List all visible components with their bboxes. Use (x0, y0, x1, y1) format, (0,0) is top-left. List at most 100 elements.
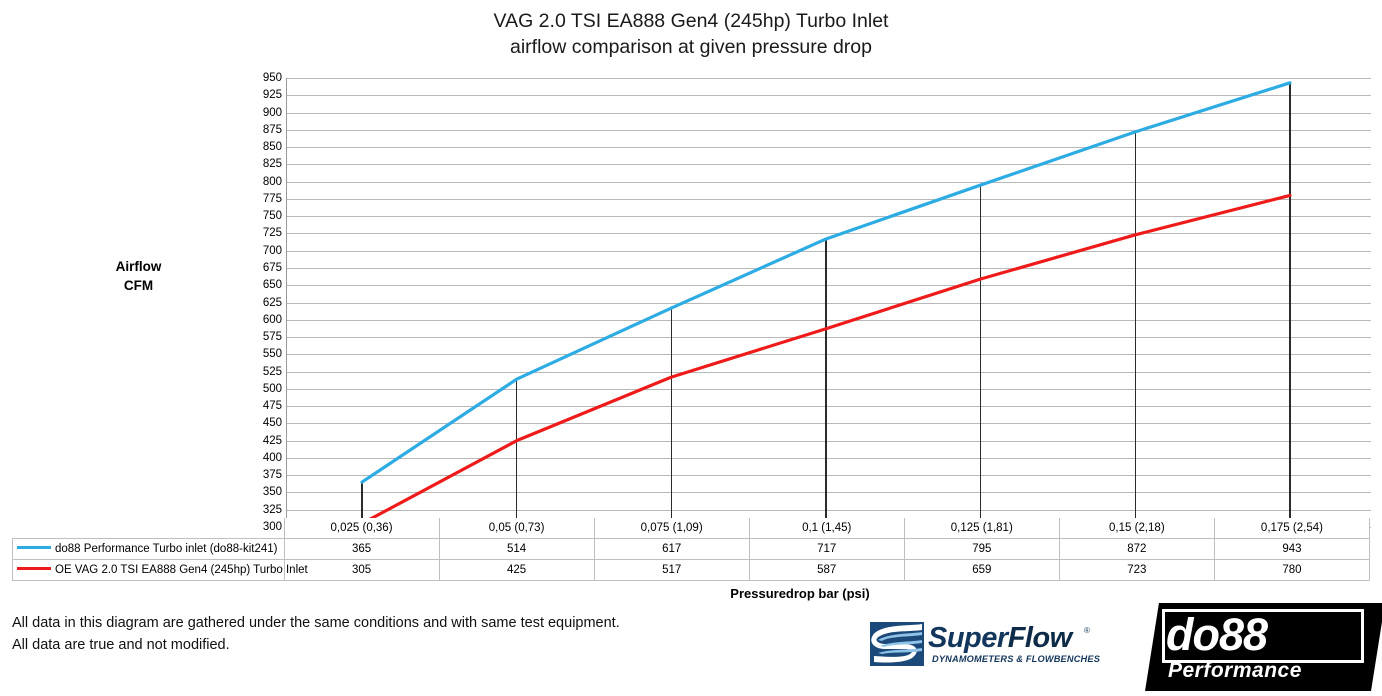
gridline (286, 95, 1371, 97)
y-axis-tick-label: 900 (262, 106, 282, 119)
series-lines (360, 81, 1292, 526)
y-axis-tick-label: 550 (262, 348, 282, 361)
gridline (286, 457, 1371, 459)
y-axis-tick-label: 650 (262, 279, 282, 292)
superflow-tagline: DYNAMOMETERS & FLOWBENCHES (932, 654, 1101, 664)
gridline (286, 285, 1371, 287)
disclaimer-note: All data in this diagram are gathered un… (12, 612, 872, 656)
category-tick-line (515, 379, 518, 527)
do88-tagline: Performance (1168, 659, 1302, 682)
y-axis-tick-label: 875 (262, 123, 282, 136)
y-axis-tick-label: 400 (262, 451, 282, 464)
y-axis-tick-label: 700 (262, 244, 282, 257)
category-tick-line (361, 482, 363, 527)
y-axis-tick-label: 925 (262, 89, 282, 102)
gridline (286, 423, 1371, 425)
disclaimer-line1: All data in this diagram are gathered un… (12, 615, 620, 631)
superflow-logo: SuperFlow ® DYNAMOMETERS & FLOWBENCHES (866, 618, 1106, 672)
table-cell: 723 (1058, 559, 1215, 581)
y-axis-tick-label: 800 (262, 175, 282, 188)
table-cell: 0,15 (2,18) (1058, 518, 1215, 539)
gridline (286, 302, 1371, 304)
table-cell: 659 (903, 559, 1060, 581)
chart-title-line1: VAG 2.0 TSI EA888 Gen4 (245hp) Turbo Inl… (493, 10, 889, 32)
y-axis-title-line1: Airflow (115, 259, 162, 274)
table-cell: 425 (438, 559, 595, 581)
gridline (286, 112, 1371, 114)
do88-logo: do88 Performance (1145, 603, 1382, 691)
category-tick-line (825, 238, 827, 527)
superflow-name-part2: Flow (1007, 622, 1073, 654)
table-cell: 0,025 (0,36) (283, 518, 440, 539)
table-cell: 514 (438, 538, 595, 560)
table-cell: 717 (748, 538, 905, 560)
gridline (286, 147, 1371, 149)
y-axis-tick-label: 500 (262, 382, 282, 395)
superflow-name-part1: Super (928, 622, 1008, 654)
table-cell: 365 (283, 538, 440, 560)
table-row-categories: 0,025 (0,36) 0,05 (0,73) 0,075 (1,09) 0,1 (… (12, 518, 1371, 539)
table-cell: 780 (1213, 559, 1371, 581)
gridline (286, 440, 1371, 442)
gridline (286, 475, 1371, 477)
y-axis-tick-labels: 950 925 900 875 850 825 800 775 750 725 700 675 650 6… (246, 72, 282, 533)
gridline (286, 509, 1371, 511)
table-cell: 517 (593, 559, 750, 581)
y-axis-line (286, 78, 287, 527)
superflow-wordmark: SuperFlow (928, 622, 1072, 655)
x-axis-title: Pressuredrop bar (psi) (730, 586, 870, 601)
gridline (286, 250, 1371, 252)
category-tick-line (979, 185, 982, 527)
y-axis-tick-label: 750 (262, 210, 282, 223)
table-row-label: OE VAG 2.0 TSI EA888 Gen4 (245hp) Turbo … (12, 559, 308, 581)
y-axis-title: Airflow CFM (86, 257, 191, 295)
gridline (286, 216, 1371, 218)
y-axis-tick-label: 725 (262, 227, 282, 240)
y-axis-tick-label: 675 (262, 261, 282, 274)
y-axis-tick-label: 625 (262, 296, 282, 309)
table-cell: 587 (748, 559, 905, 581)
gridline (286, 354, 1371, 356)
y-axis-tick-label: 425 (262, 434, 282, 447)
gridline (286, 492, 1371, 494)
series-line-oe (360, 193, 1292, 526)
superflow-trademark: ® (1084, 626, 1090, 635)
gridline (286, 406, 1371, 408)
table-cell: 0,05 (0,73) (438, 518, 595, 539)
table-row: OE VAG 2.0 TSI EA888 Gen4 (245hp) Turbo … (12, 559, 1371, 581)
category-tick-line (1289, 82, 1291, 527)
page-title: VAG 2.0 TSI EA888 Gen4 (245hp) Turbo Inl… (0, 8, 1382, 60)
y-axis-tick-label: 350 (262, 486, 282, 499)
table-cell: 0,075 (1,09) (593, 518, 750, 539)
gridline (286, 233, 1371, 235)
do88-logo-inner: do88 Performance (1152, 603, 1378, 691)
do88-wordmark: do88 (1165, 608, 1268, 661)
gridline (286, 181, 1371, 183)
y-axis-tick-label: 375 (262, 469, 282, 482)
y-axis-title-line2: CFM (123, 278, 154, 293)
table-cell: 795 (903, 538, 1060, 560)
table-cell: 305 (283, 559, 440, 581)
table-cell: 0,175 (2,54) (1213, 518, 1371, 539)
y-axis-tick-label: 950 (262, 72, 282, 84)
table-cell: 0,125 (1,81) (903, 518, 1060, 539)
disclaimer-line2: All data are true and not modified. (12, 637, 230, 653)
table-cell: 617 (593, 538, 750, 560)
table-cell: 872 (1058, 538, 1215, 560)
y-axis-tick-label: 575 (262, 331, 282, 344)
y-axis-tick-label: 475 (262, 400, 282, 413)
gridline (286, 319, 1371, 321)
category-tick-line (1134, 131, 1137, 527)
table-cell: 0,1 (1,45) (748, 518, 905, 539)
legend-swatch-oe (17, 567, 51, 571)
gridline (286, 388, 1371, 390)
gridline (286, 371, 1371, 373)
gridline (286, 267, 1371, 269)
superflow-swoosh-icon (870, 622, 924, 666)
data-table: 0,025 (0,36) 0,05 (0,73) 0,075 (1,09) 0,1 (… (12, 518, 1371, 581)
table-corner-cell (12, 518, 284, 539)
y-axis-tick-label: 850 (262, 141, 282, 154)
y-axis-tick-label: 600 (262, 313, 282, 326)
category-tick-line (670, 308, 673, 527)
